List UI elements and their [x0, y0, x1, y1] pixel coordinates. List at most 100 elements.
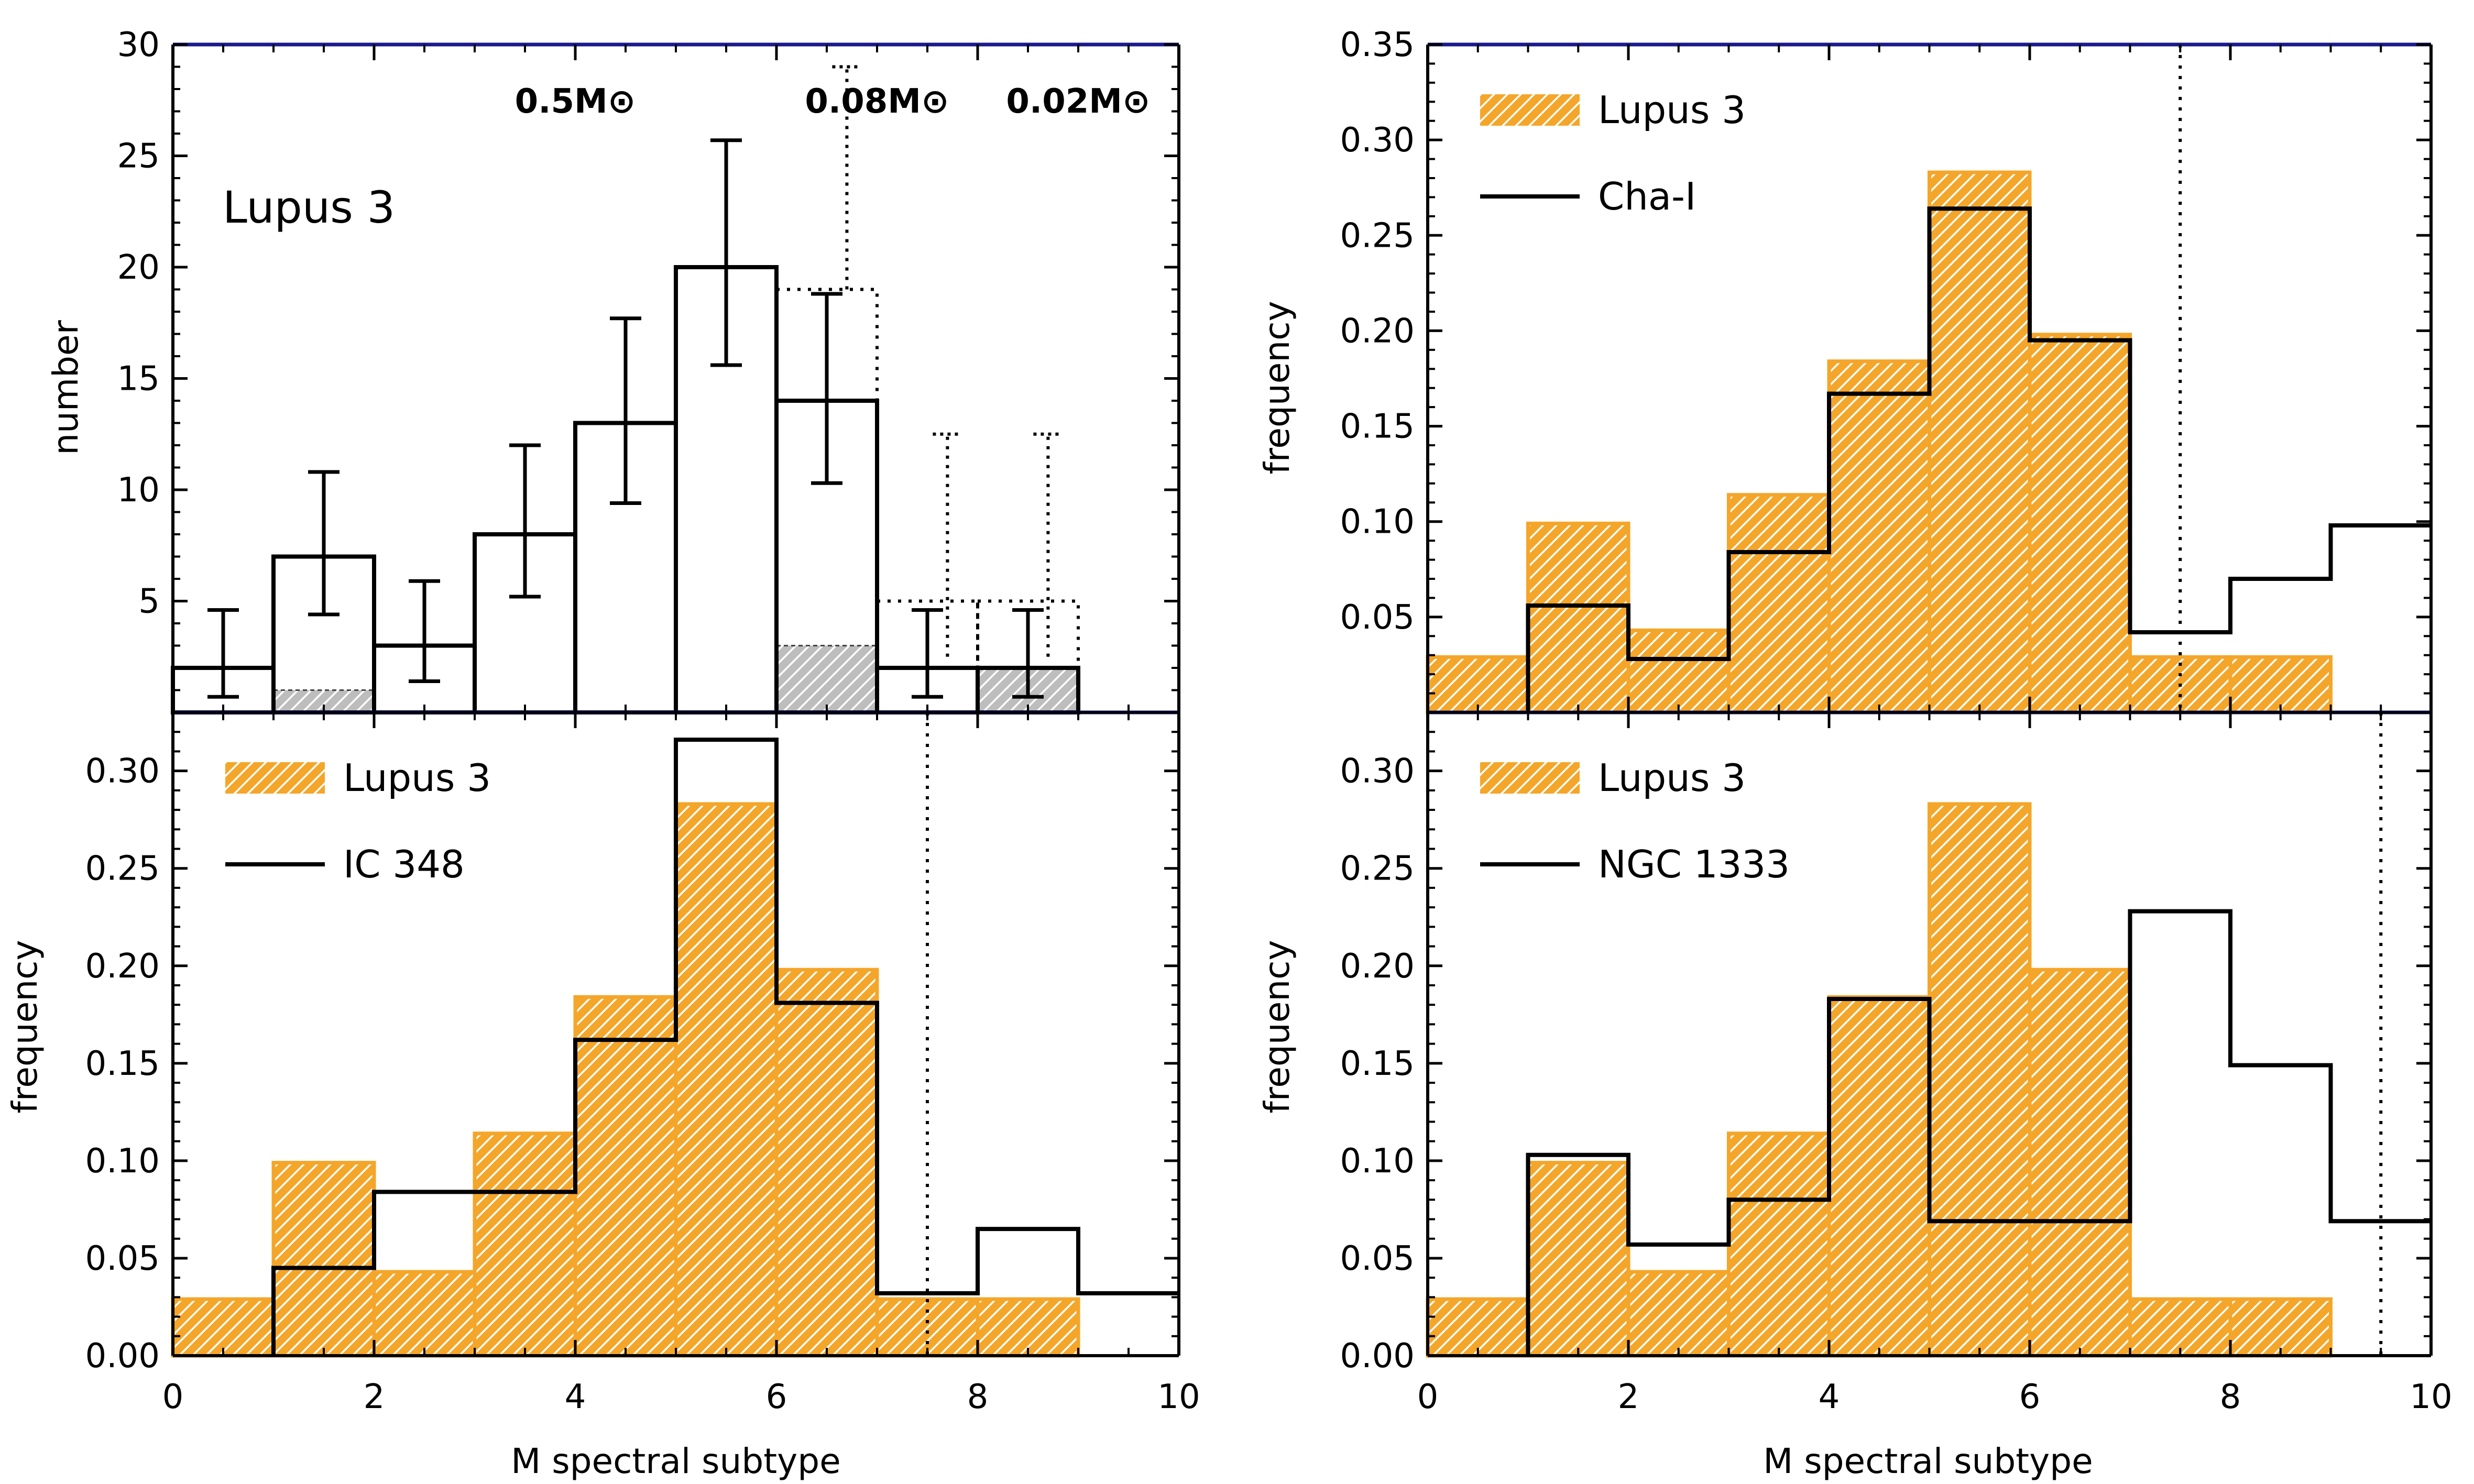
panel-lupus3-counts: 0.5M⊙ 0.08M⊙ 0.02M⊙ 5 10 15 20 25 30 Lupus 3 num… [46, 26, 1180, 714]
x-tick-label-2: 4 [565, 1378, 586, 1416]
error-bar-1 [308, 470, 340, 617]
lupus-bar-8 [976, 1297, 1080, 1358]
y-tick-label-0: 0.00 [1340, 1337, 1415, 1376]
y-tick-label-0: 5 [138, 582, 160, 621]
comparison-step-line [1526, 909, 2431, 1356]
y-tick-label-4: 0.20 [85, 947, 160, 986]
y-tick-label-2: 0.10 [1340, 1142, 1415, 1181]
legend-label-comparison: Cha-I [1598, 174, 1696, 218]
lupus-bar-5 [674, 802, 779, 1358]
lupus-bar-6 [2028, 968, 2132, 1358]
x-tick-label-0: 0 [1417, 1378, 1439, 1416]
lupus-bar-2 [1626, 628, 1731, 714]
lupus-bar-7 [2128, 1297, 2232, 1358]
y-tick-label-0: 0.05 [1340, 598, 1415, 637]
lupus-bar-5 [1928, 802, 2032, 1358]
x-tick-label-5: 10 [2410, 1378, 2452, 1416]
upper-limit-2 [1033, 432, 1063, 657]
lupus-bar-3 [1727, 493, 1831, 714]
y-axis-title: number [46, 320, 86, 455]
legend-label-comparison: NGC 1333 [1598, 842, 1790, 886]
y-tick-label-6: 0.30 [1340, 752, 1415, 791]
legend-swatch-lupus [1480, 94, 1580, 126]
y-axis-title: frequency [5, 940, 45, 1113]
error-bar-4 [610, 316, 641, 505]
y-tick-label-1: 0.05 [1340, 1239, 1415, 1278]
lupus-bar-1 [1526, 521, 1630, 714]
lupus-bar-0 [1426, 655, 1530, 714]
legend-swatch-lupus [225, 762, 325, 794]
x-tick-label-5: 10 [1157, 1378, 1200, 1416]
x-tick-label-3: 6 [766, 1378, 787, 1416]
y-tick-label-0: 0.00 [85, 1337, 160, 1376]
x-axis-title: M spectral subtype [1763, 1441, 2093, 1481]
mass-label-0: 0.5M⊙ [515, 82, 636, 121]
lupus-bar-0 [1426, 1297, 1530, 1358]
y-tick-label-1: 0.10 [1340, 503, 1415, 542]
lupus-bar-7 [875, 1297, 980, 1358]
panel-lupus3-vs-chai: Lupus 3 Cha-I 0.05 0.10 0.15 0.20 0.25 0.30 0.35… [1257, 26, 2433, 714]
lupus-bar-3 [1727, 1131, 1831, 1358]
error-bar-8 [1012, 608, 1044, 699]
lupus-bar-4 [1827, 359, 1931, 714]
x-tick-label-3: 6 [2019, 1378, 2041, 1416]
x-tick-label-4: 8 [2220, 1378, 2241, 1416]
y-tick-label-3: 0.15 [1340, 1045, 1415, 1083]
lupus-bar-8 [2228, 1297, 2333, 1358]
y-tick-label-2: 0.15 [1340, 408, 1415, 446]
legend: Lupus 3 Cha-I [1480, 88, 1746, 218]
y-tick-label-1: 10 [117, 471, 160, 510]
y-tick-label-6: 0.35 [1340, 26, 1415, 64]
mass-label-2: 0.02M⊙ [1006, 82, 1150, 121]
y-tick-label-3: 0.15 [85, 1045, 160, 1083]
error-bar-3 [509, 443, 541, 599]
y-tick-label-3: 20 [117, 248, 160, 287]
panel-label: Lupus 3 [223, 182, 395, 233]
y-tick-label-5: 30 [117, 26, 160, 64]
legend-label-lupus: Lupus 3 [1598, 88, 1746, 132]
y-tick-label-4: 25 [117, 137, 160, 176]
y-tick-label-6: 0.30 [85, 752, 160, 791]
x-tick-label-1: 2 [1618, 1378, 1639, 1416]
panel-lupus3-vs-ic348: Lupus 3 IC 348 0.00 0.05 0.10 0.15 0.20 0.25 0.3… [5, 711, 1200, 1481]
lupus-bar-8 [2228, 655, 2333, 714]
y-axis-title: frequency [1257, 301, 1297, 474]
legend: Lupus 3 NGC 1333 [1480, 756, 1790, 886]
x-axis-title: M spectral subtype [511, 1441, 840, 1481]
y-tick-label-3: 0.20 [1340, 312, 1415, 350]
y-tick-label-1: 0.05 [85, 1239, 160, 1278]
lupus-bar-4 [1827, 995, 1931, 1358]
lupus-bar-2 [1626, 1270, 1731, 1358]
comparison-step-line [1526, 206, 2431, 712]
y-tick-label-4: 0.25 [1340, 216, 1415, 255]
x-tick-label-1: 2 [364, 1378, 385, 1416]
y-tick-label-5: 0.25 [1340, 850, 1415, 888]
lupus-bar-4 [573, 995, 678, 1358]
x-tick-label-0: 0 [162, 1378, 184, 1416]
legend-swatch-lupus [1480, 762, 1580, 794]
y-tick-label-2: 0.10 [85, 1142, 160, 1181]
lupus-bar-5 [1928, 170, 2032, 714]
y-tick-label-5: 0.25 [85, 850, 160, 888]
x-tick-label-4: 8 [967, 1378, 989, 1416]
error-bar-2 [409, 579, 440, 683]
upper-limit-1 [933, 432, 962, 657]
lupus-bar-1 [1526, 1161, 1630, 1358]
legend: Lupus 3 IC 348 [225, 756, 491, 886]
mass-label-1: 0.08M⊙ [805, 82, 949, 121]
legend-label-lupus: Lupus 3 [1598, 756, 1746, 800]
legend-label-lupus: Lupus 3 [343, 756, 491, 800]
lupus-bar-1 [271, 1161, 376, 1358]
error-bar-7 [912, 608, 943, 699]
gray-bar-1 [775, 645, 878, 713]
lupus-bar-3 [473, 1131, 577, 1358]
lupus-bar-2 [372, 1270, 477, 1358]
comparison-step-path [271, 738, 1179, 1356]
y-tick-label-2: 15 [117, 360, 160, 399]
comparison-step-path [1526, 206, 2431, 712]
y-tick-label-4: 0.20 [1340, 947, 1415, 986]
comparison-step-path [1526, 909, 2431, 1356]
y-axis-title: frequency [1257, 940, 1297, 1113]
panel-lupus3-vs-ngc1333: Lupus 3 NGC 1333 0.00 0.05 0.10 0.15 0.20 0.25 0… [1257, 711, 2453, 1481]
